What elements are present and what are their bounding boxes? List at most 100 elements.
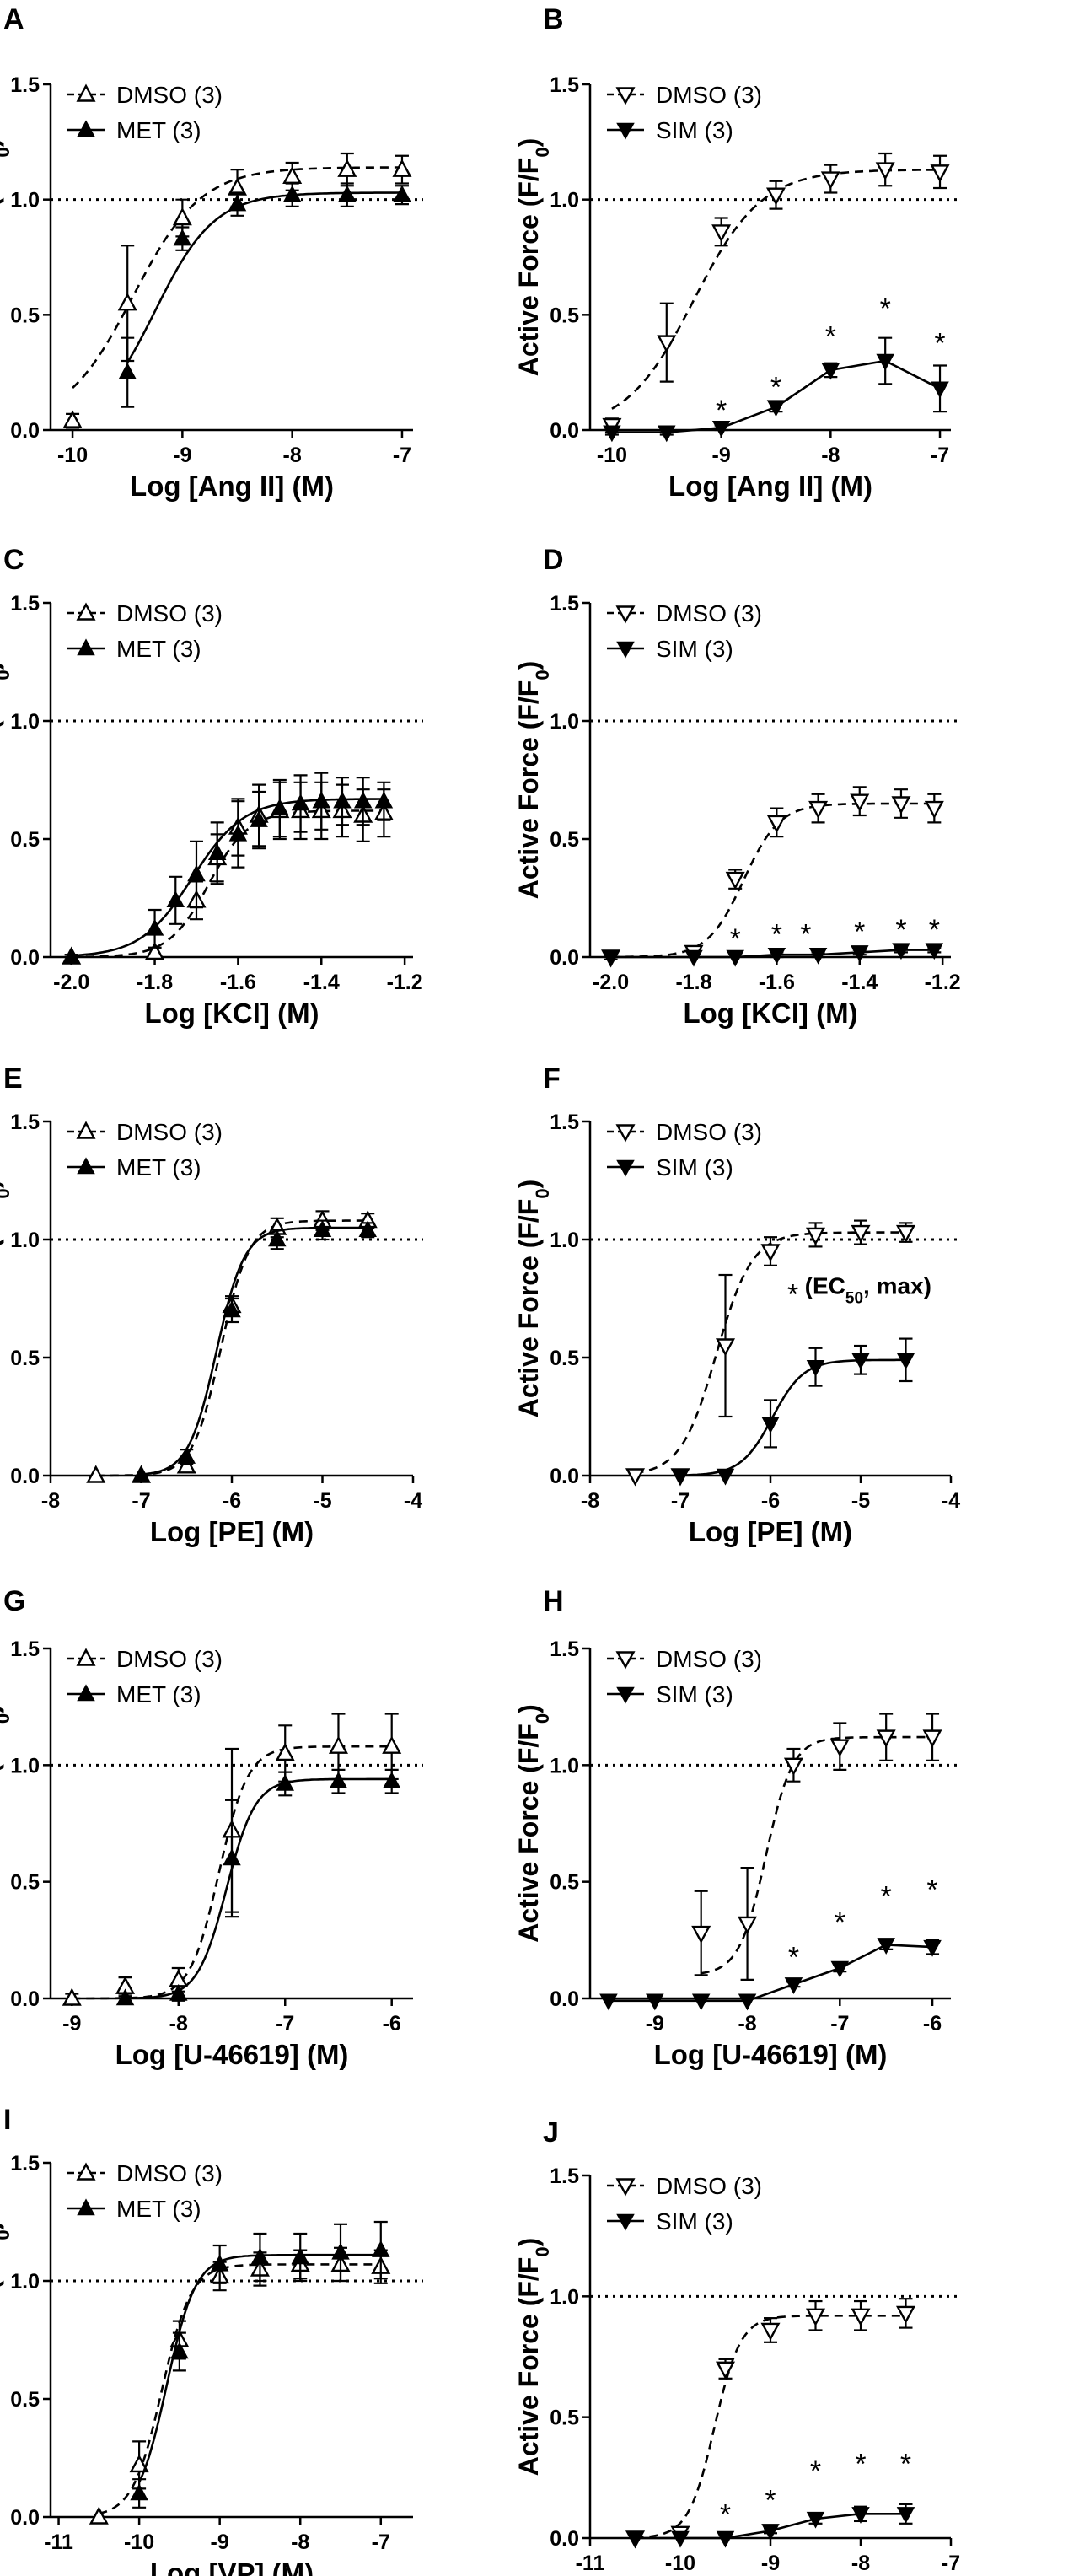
- y-tick-label: 0.0: [550, 419, 579, 443]
- data-point: [129, 2454, 149, 2473]
- x-tick-label: -8: [581, 1489, 599, 1513]
- data-point: [808, 800, 829, 820]
- x-tick-label: -9: [211, 2530, 229, 2554]
- significance-marker: *: [895, 914, 906, 946]
- y-tick-label: 0.0: [10, 946, 40, 970]
- y-axis-label-close: ): [0, 2221, 4, 2230]
- panel-e: E 0.0 0.5 1.0 1.5 -8 -7 -6 -5 -4 Log [PE] (M) Activ…: [0, 1062, 423, 1547]
- legend-entry: DMSO (3): [67, 600, 223, 627]
- legend-label: SIM (3): [656, 1154, 733, 1180]
- data-point: [89, 2506, 109, 2525]
- legend-label: DMSO (3): [116, 82, 223, 108]
- significance-marker: *: [800, 918, 811, 950]
- data-point: [328, 1735, 348, 1754]
- data-point: [374, 791, 394, 809]
- x-tick-label: -7: [276, 2012, 294, 2036]
- data-point: [806, 2511, 825, 2529]
- y-axis-label-main: Active Force (F/F: [0, 680, 4, 900]
- panel-label: A: [3, 3, 24, 35]
- data-point: [726, 949, 744, 967]
- y-axis-label-main: Active Force (F/F: [513, 158, 544, 377]
- significance-marker: *: [730, 923, 741, 955]
- x-tick-label: -1.6: [759, 971, 795, 994]
- panel-label: I: [3, 2104, 11, 2136]
- x-tick-label: -5: [851, 1489, 870, 1513]
- y-tick-label: 1.0: [550, 189, 579, 212]
- panel-label: C: [3, 544, 24, 576]
- x-tick-label: -2.0: [593, 971, 629, 994]
- y-axis-label-subscript: 0: [532, 1713, 553, 1724]
- data-point: [895, 2305, 916, 2324]
- legend-marker: [616, 122, 635, 140]
- data-point: [671, 2530, 690, 2548]
- data-point: [805, 2308, 826, 2326]
- data-point: [924, 800, 944, 820]
- panel-b: B 0.0 0.5 1.0 1.5 -10 -9 -8 -7 Log [Ang II] (M) Ac…: [513, 3, 961, 502]
- y-axis-label-main: Active Force (F/F: [0, 1724, 4, 1943]
- data-point: [271, 799, 289, 815]
- legend-label: MET (3): [116, 1154, 201, 1180]
- data-point: [223, 1300, 241, 1318]
- x-tick-label: -4: [404, 1489, 422, 1513]
- x-tick-label: -1.6: [220, 971, 256, 994]
- annotation-text: (EC50, max): [805, 1272, 931, 1307]
- data-point: [312, 791, 331, 809]
- legend-marker: [615, 1124, 636, 1143]
- data-point: [358, 1220, 378, 1238]
- data-point: [895, 1224, 916, 1244]
- data-point: [820, 171, 840, 190]
- panel-c: C 0.0 0.5 1.0 1.5 -2.0 -1.8 -1.6 -1.4 -1.2 Log [KC…: [0, 544, 423, 1029]
- x-tick-label: -10: [57, 444, 88, 467]
- y-tick-label: 0.5: [10, 1347, 40, 1370]
- significance-marker: *: [934, 328, 945, 360]
- panel-label: F: [543, 1062, 561, 1094]
- panel-h: H 0.0 0.5 1.0 1.5 -9 -8 -7 -6 Log [U-46619] (M) Ac…: [513, 1585, 961, 2070]
- y-axis-label: Active Force (F/F0): [0, 661, 13, 900]
- y-axis-label: Active Force (F/F0): [513, 2238, 553, 2477]
- y-axis-label-close: ): [0, 138, 4, 148]
- data-point: [599, 1993, 618, 2011]
- y-axis-label-subscript: 0: [0, 1188, 13, 1198]
- y-axis-label-subscript: 0: [532, 670, 553, 680]
- data-point: [821, 363, 840, 380]
- x-tick-label: -1.2: [925, 971, 961, 994]
- data-point: [892, 943, 910, 960]
- fit-curve: [71, 798, 384, 957]
- y-axis-label-subscript: 0: [0, 2229, 13, 2240]
- data-point: [601, 949, 620, 967]
- y-tick-label: 1.5: [10, 2152, 40, 2175]
- significance-marker: *: [835, 1906, 845, 1939]
- legend-marker: [76, 1648, 96, 1666]
- x-tick-label: -11: [576, 2552, 605, 2575]
- legend-label: DMSO (3): [656, 600, 762, 627]
- legend-label: DMSO (3): [116, 1119, 223, 1145]
- panel-label: B: [543, 3, 564, 35]
- data-point: [172, 207, 192, 226]
- data-point: [223, 1848, 241, 1866]
- x-tick-label: -9: [712, 444, 731, 467]
- legend-label: DMSO (3): [116, 2160, 223, 2186]
- y-tick-label: 1.0: [10, 1754, 40, 1777]
- legend-entry: SIM (3): [607, 117, 733, 143]
- data-point: [766, 400, 786, 417]
- y-tick-label: 0.0: [10, 1987, 40, 2011]
- legend-marker: [616, 1159, 635, 1177]
- fit-curve: [71, 809, 384, 959]
- data-point: [765, 187, 786, 206]
- fit-curve: [95, 1219, 368, 1477]
- significance-marker: *: [716, 395, 727, 427]
- legend-label: SIM (3): [656, 2208, 733, 2235]
- data-point: [382, 1735, 402, 1754]
- x-tick-label: -8: [41, 1489, 60, 1513]
- x-axis-label: Log [PE] (M): [150, 1516, 314, 1547]
- data-point: [876, 1729, 896, 1748]
- panel-g: G 0.0 0.5 1.0 1.5 -9 -8 -7 -6 Log [U-46619] (M) Ac…: [0, 1585, 423, 2070]
- data-point: [784, 1977, 803, 1994]
- panel-label: D: [543, 544, 564, 576]
- significance-marker: *: [771, 918, 782, 950]
- y-axis-label-close: ): [513, 138, 544, 148]
- data-point: [228, 824, 248, 842]
- annotation-star: *: [787, 1278, 798, 1310]
- legend-entry: SIM (3): [607, 2208, 733, 2235]
